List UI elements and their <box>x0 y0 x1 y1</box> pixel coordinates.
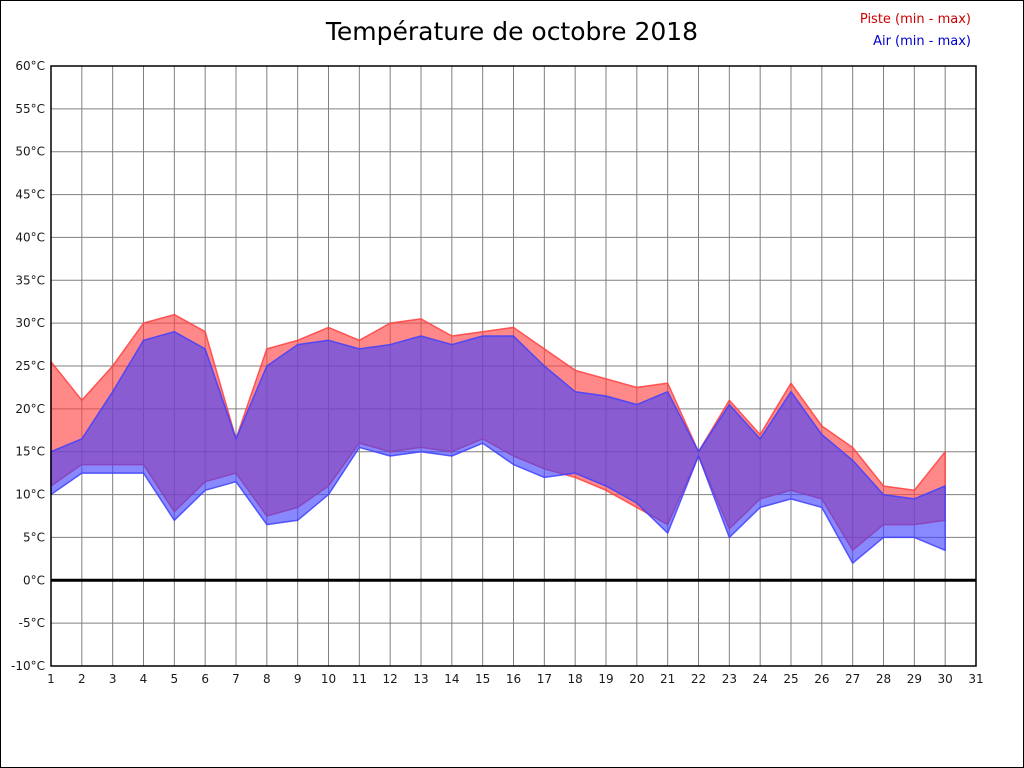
svg-text:35°C: 35°C <box>15 273 45 287</box>
svg-text:40°C: 40°C <box>15 230 45 244</box>
svg-text:1: 1 <box>47 672 55 686</box>
svg-text:30: 30 <box>938 672 953 686</box>
svg-text:28: 28 <box>876 672 891 686</box>
svg-text:45°C: 45°C <box>15 188 45 202</box>
svg-text:18: 18 <box>568 672 583 686</box>
svg-text:-10°C: -10°C <box>11 659 45 673</box>
svg-text:25°C: 25°C <box>15 359 45 373</box>
svg-text:50°C: 50°C <box>15 145 45 159</box>
svg-text:6: 6 <box>201 672 209 686</box>
svg-text:55°C: 55°C <box>15 102 45 116</box>
svg-text:10: 10 <box>321 672 336 686</box>
chart-legend: Piste (min - max) Air (min - max) <box>860 9 971 53</box>
svg-text:4: 4 <box>140 672 148 686</box>
svg-text:9: 9 <box>294 672 302 686</box>
svg-text:13: 13 <box>413 672 428 686</box>
svg-text:60°C: 60°C <box>15 59 45 73</box>
svg-text:-5°C: -5°C <box>19 616 45 630</box>
svg-text:11: 11 <box>352 672 367 686</box>
svg-text:31: 31 <box>968 672 983 686</box>
svg-text:14: 14 <box>444 672 459 686</box>
svg-text:16: 16 <box>506 672 521 686</box>
svg-text:27: 27 <box>845 672 860 686</box>
svg-text:17: 17 <box>537 672 552 686</box>
svg-text:30°C: 30°C <box>15 316 45 330</box>
legend-piste-label: Piste (min - max) <box>859 12 971 27</box>
svg-text:0°C: 0°C <box>23 573 45 587</box>
svg-text:23: 23 <box>722 672 737 686</box>
svg-text:19: 19 <box>598 672 613 686</box>
svg-text:29: 29 <box>907 672 922 686</box>
chart-title: Température de octobre 2018 <box>325 17 699 46</box>
svg-text:5: 5 <box>171 672 179 686</box>
svg-text:22: 22 <box>691 672 706 686</box>
svg-text:20°C: 20°C <box>15 402 45 416</box>
svg-text:25: 25 <box>783 672 798 686</box>
svg-text:21: 21 <box>660 672 675 686</box>
svg-text:26: 26 <box>814 672 829 686</box>
svg-text:15: 15 <box>475 672 490 686</box>
svg-text:2: 2 <box>78 672 86 686</box>
svg-text:8: 8 <box>263 672 271 686</box>
svg-text:10°C: 10°C <box>15 488 45 502</box>
svg-text:15°C: 15°C <box>15 445 45 459</box>
svg-text:7: 7 <box>232 672 240 686</box>
svg-text:5°C: 5°C <box>23 530 45 544</box>
svg-text:3: 3 <box>109 672 117 686</box>
svg-text:12: 12 <box>383 672 398 686</box>
svg-text:24: 24 <box>753 672 768 686</box>
svg-text:20: 20 <box>629 672 644 686</box>
legend-air-label: Air (min - max) <box>873 34 971 49</box>
